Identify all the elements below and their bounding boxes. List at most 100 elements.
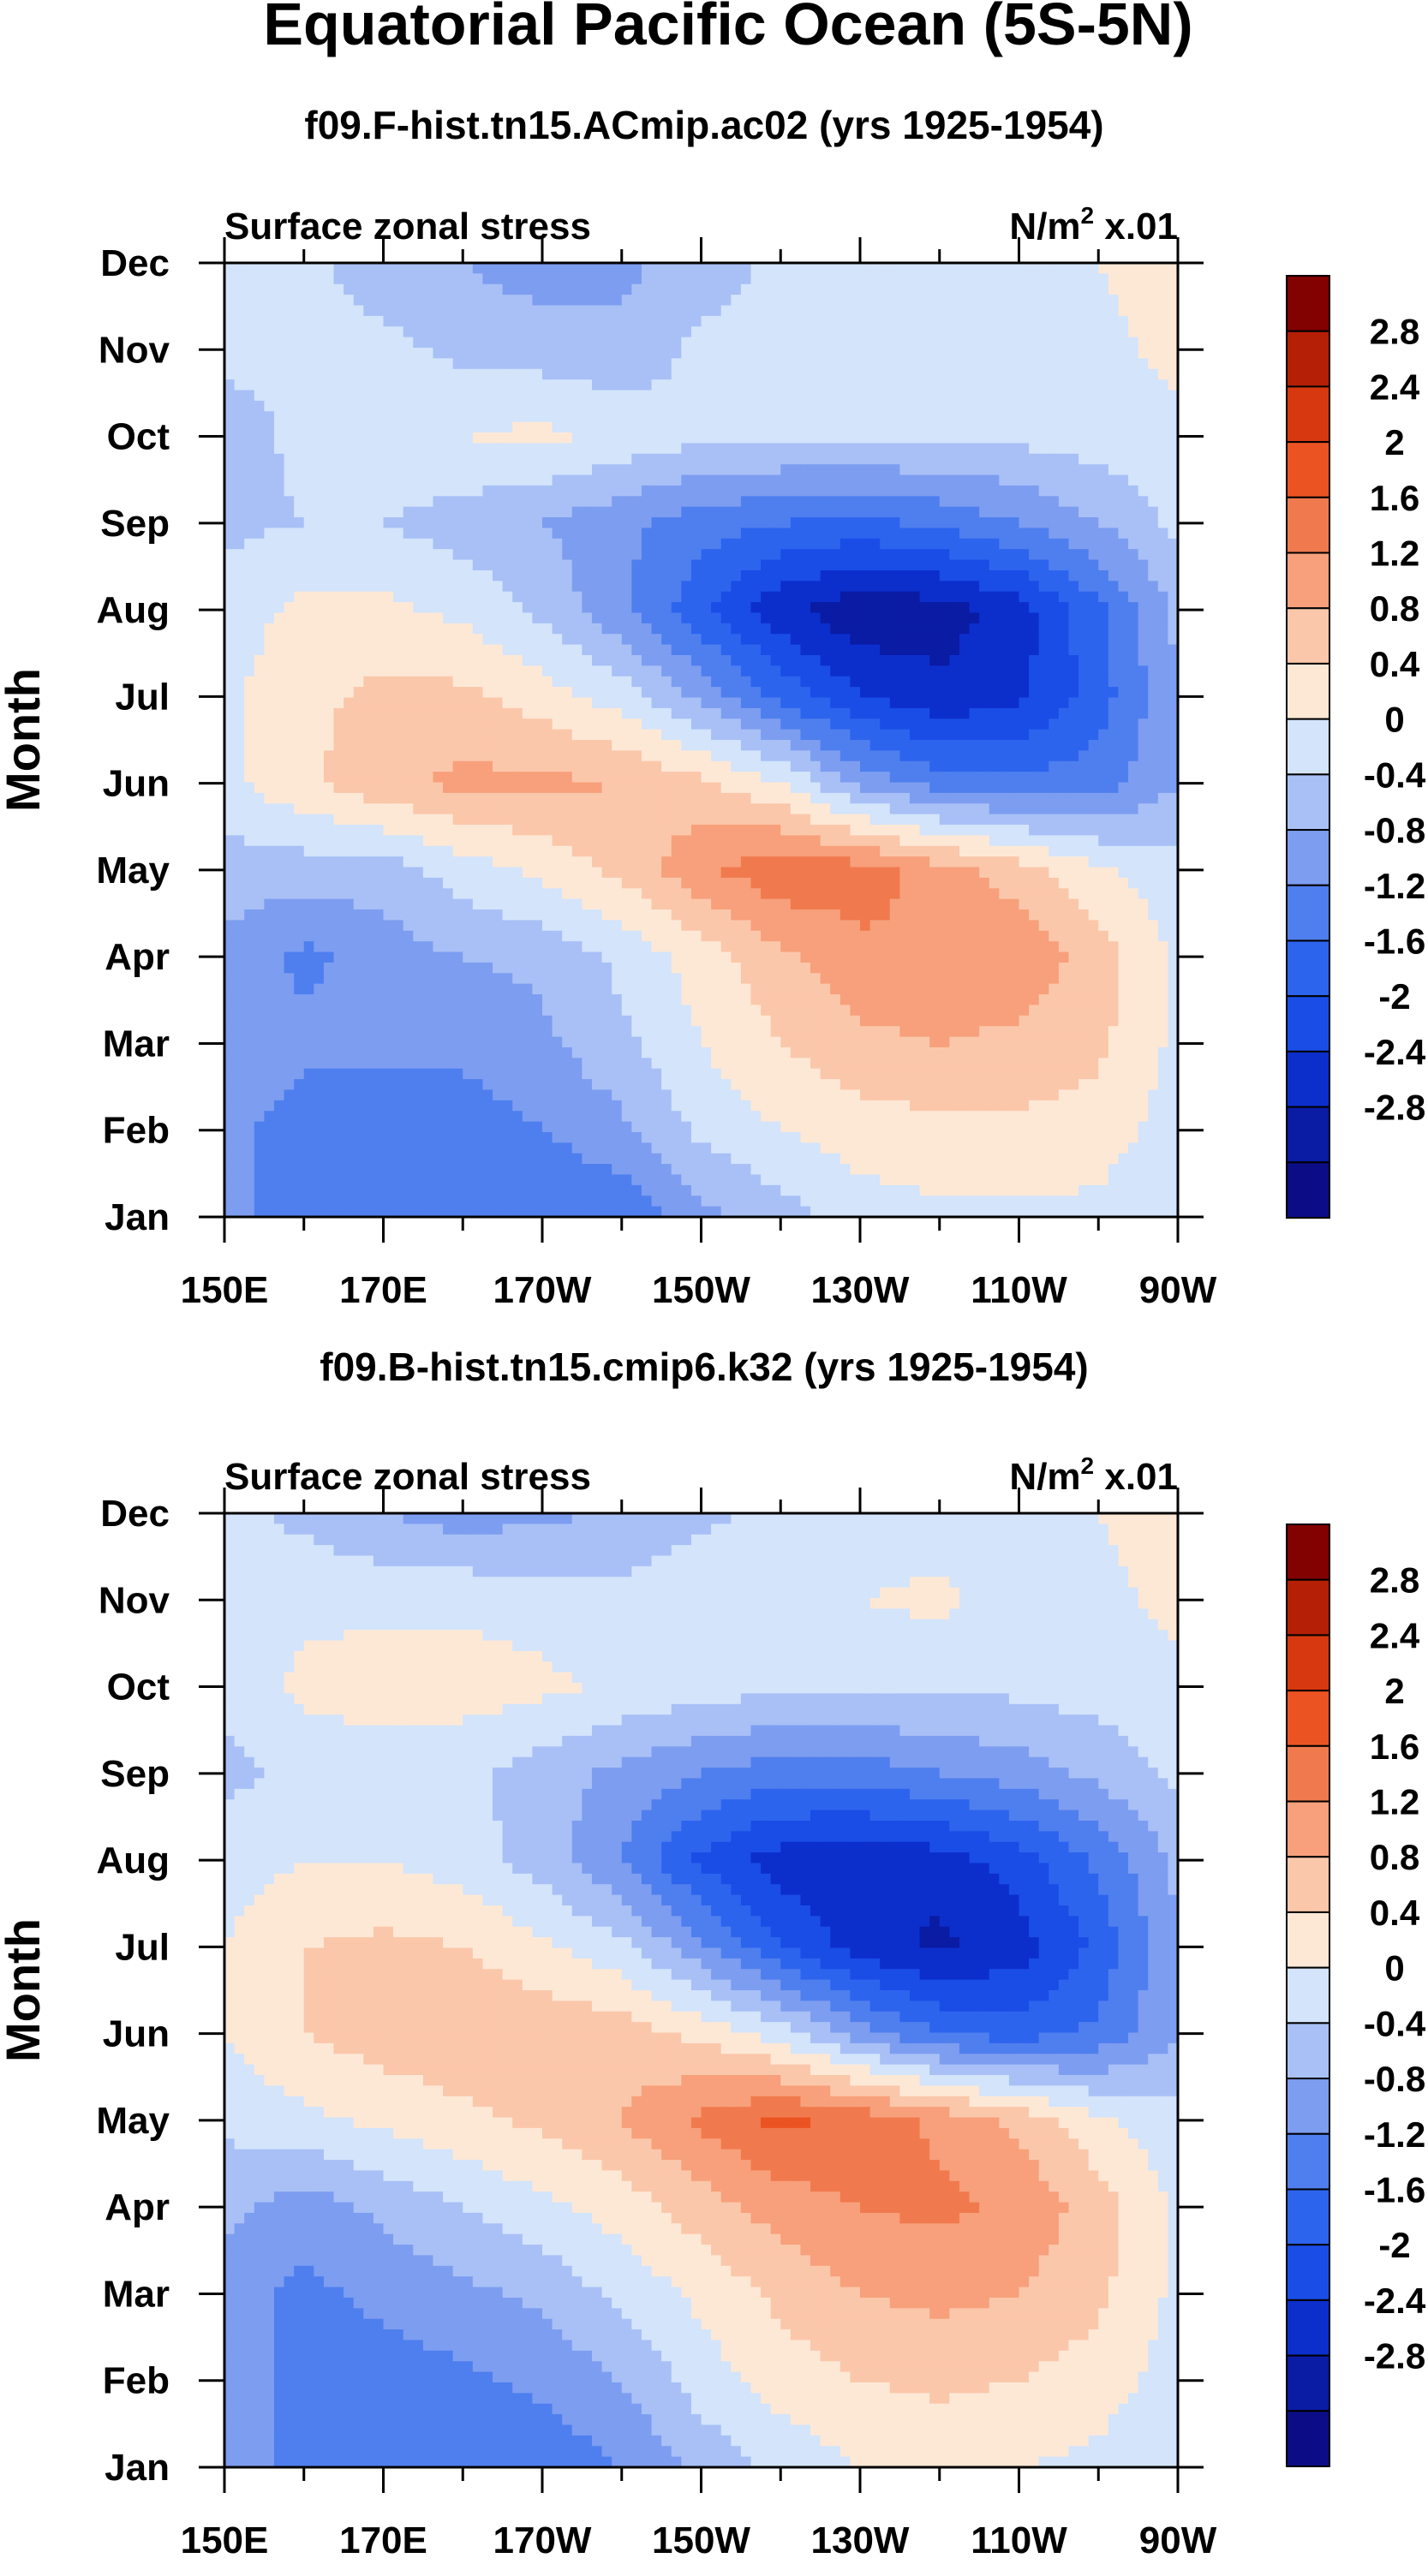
field-cell [651, 315, 662, 327]
field-cell [303, 623, 314, 635]
field-cell [880, 400, 891, 412]
field-cell [273, 581, 285, 593]
field-cell [502, 390, 513, 402]
field-cell [601, 538, 612, 550]
field-cell [959, 644, 971, 656]
field-cell [731, 453, 742, 465]
field-cell [383, 760, 394, 772]
field-cell [493, 379, 504, 391]
field-cell [800, 538, 811, 550]
field-cell [333, 644, 344, 656]
field-cell [1157, 432, 1168, 444]
field-cell [880, 634, 891, 646]
field-cell [264, 803, 275, 815]
field-cell [1108, 740, 1120, 751]
field-cell [502, 421, 513, 433]
field-cell [273, 654, 285, 666]
field-cell [1019, 782, 1030, 794]
field-cell [433, 464, 444, 476]
field-cell [889, 750, 900, 762]
field-cell [740, 348, 752, 359]
field-cell [383, 707, 394, 719]
field-cell [264, 697, 275, 709]
field-cell [1118, 707, 1129, 719]
field-cell [373, 474, 385, 486]
field-cell [522, 368, 533, 380]
field-cell [224, 623, 236, 635]
field-cell [413, 496, 424, 508]
field-cell [422, 623, 434, 635]
field-cell [1138, 421, 1149, 433]
field-cell [681, 432, 692, 444]
field-cell [1157, 687, 1168, 699]
field-cell [1148, 432, 1159, 444]
field-cell [929, 517, 941, 529]
field-cell [830, 803, 841, 815]
field-cell [344, 697, 355, 709]
field-cell [463, 654, 474, 666]
field-cell [919, 581, 930, 593]
field-cell [1118, 792, 1129, 804]
field-cell [1138, 263, 1149, 274]
field-cell [1019, 326, 1030, 338]
field-cell [631, 569, 642, 581]
field-cell [552, 591, 563, 603]
field-cell [552, 676, 563, 688]
field-cell [1038, 729, 1049, 741]
field-cell [939, 803, 950, 815]
field-cell [542, 421, 553, 433]
field-cell [452, 390, 463, 402]
field-cell [522, 379, 533, 391]
field-cell [562, 538, 573, 550]
field-cell [1078, 750, 1090, 762]
field-cell [552, 697, 563, 709]
field-cell [651, 368, 662, 380]
field-cell [989, 687, 1000, 699]
field-cell [393, 803, 404, 815]
field-cell [740, 772, 752, 784]
field-cell [989, 315, 1000, 327]
field-cell [720, 485, 732, 497]
field-cell [422, 665, 434, 677]
field-cell [452, 559, 463, 571]
field-cell [641, 634, 653, 646]
field-cell [582, 623, 593, 635]
field-cell [403, 358, 414, 370]
field-cell [1157, 792, 1168, 804]
field-cell [761, 707, 772, 719]
field-cell [383, 612, 394, 624]
field-cell [502, 305, 513, 317]
field-cell [761, 506, 772, 518]
field-cell [989, 772, 1000, 784]
field-cell [1098, 411, 1109, 423]
field-cell [869, 569, 881, 581]
field-cell [403, 474, 414, 486]
field-cell [761, 719, 772, 730]
field-cell [254, 549, 265, 561]
field-cell [532, 676, 543, 688]
field-cell [1168, 263, 1179, 274]
field-cell [552, 379, 563, 391]
field-cell [720, 559, 732, 571]
field-cell [750, 283, 762, 295]
field-cell [701, 506, 712, 518]
field-cell [929, 485, 941, 497]
field-cell [761, 760, 772, 772]
field-cell [761, 676, 772, 688]
field-cell [820, 792, 831, 804]
field-cell [1138, 581, 1149, 593]
field-cell [284, 337, 295, 349]
field-cell [780, 772, 792, 784]
field-cell [393, 569, 404, 581]
field-cell [1049, 485, 1060, 497]
field-cell [810, 421, 822, 433]
field-cell [323, 443, 335, 455]
field-cell [889, 411, 900, 423]
field-cell [413, 697, 424, 709]
field-cell [244, 263, 255, 274]
field-cell [839, 654, 851, 666]
field-cell [800, 654, 811, 666]
field-cell [880, 496, 891, 508]
field-cell [522, 676, 533, 688]
field-cell [800, 464, 811, 476]
